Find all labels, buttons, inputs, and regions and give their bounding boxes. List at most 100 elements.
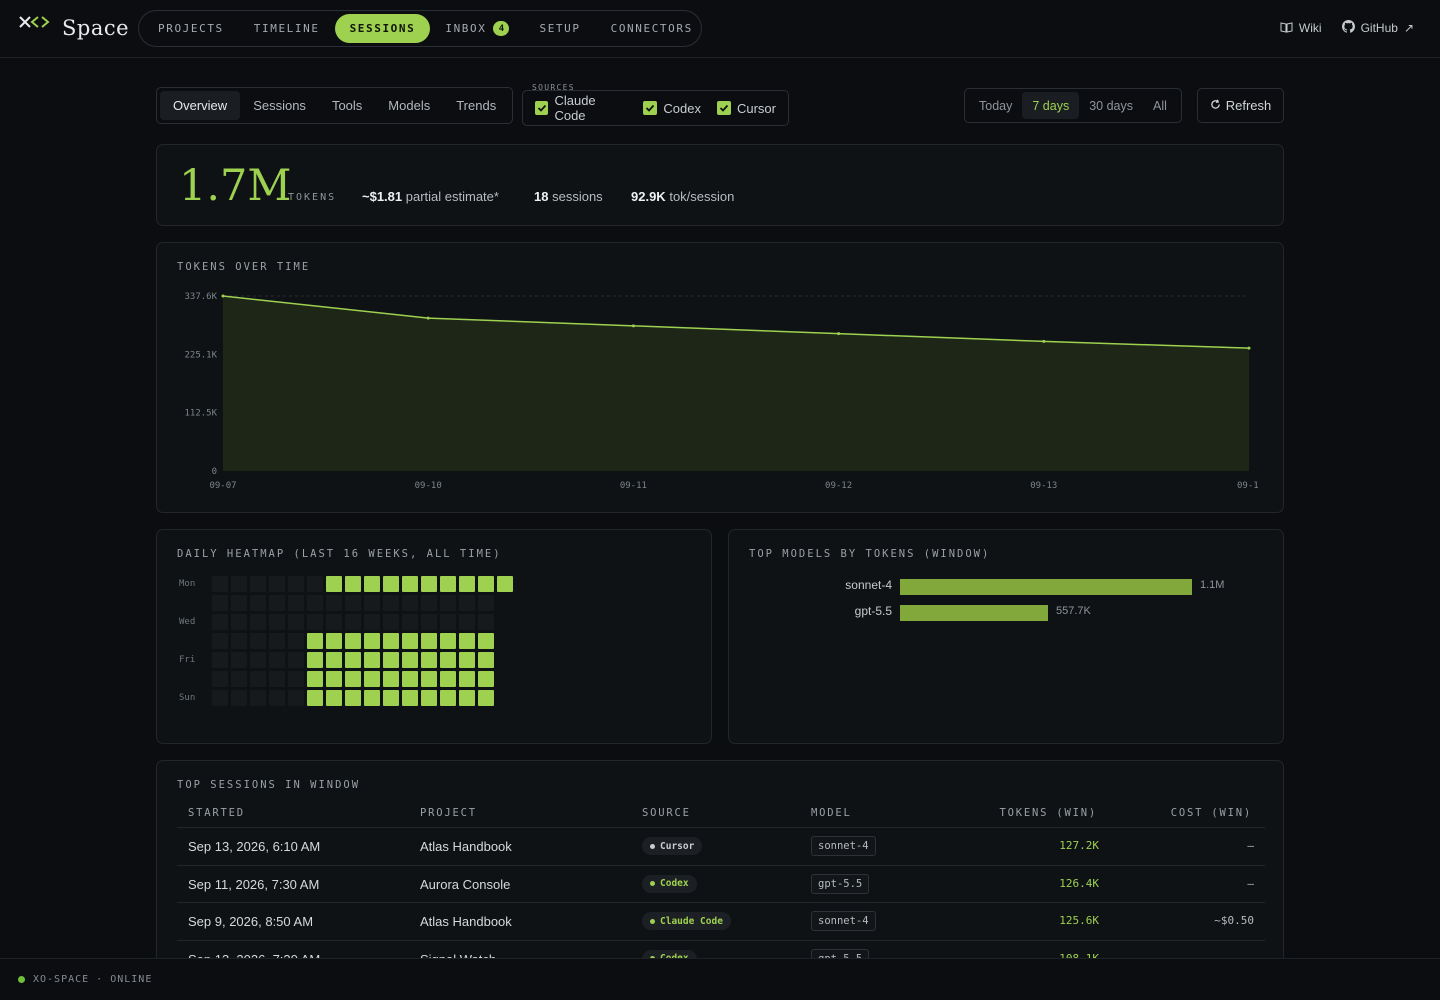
table-row[interactable]: Sep 13, 2026, 6:10 AM Atlas Handbook Curso… <box>177 827 1265 865</box>
heatmap-cell[interactable] <box>440 614 456 630</box>
heatmap-cell[interactable] <box>364 576 380 592</box>
nav-inbox[interactable]: INBOX 4 <box>430 14 524 43</box>
heatmap-cell[interactable] <box>231 595 247 611</box>
nav-projects[interactable]: PROJECTS <box>143 14 239 43</box>
tab-tools[interactable]: Tools <box>331 98 363 113</box>
heatmap-cell[interactable] <box>440 652 456 668</box>
heatmap-cell[interactable] <box>364 633 380 649</box>
heatmap-cell[interactable] <box>288 633 304 649</box>
model-bar-row[interactable]: gpt-5.5 557.7K <box>729 604 1285 621</box>
heatmap-cell[interactable] <box>269 595 285 611</box>
source-cursor-checkbox[interactable]: Cursor <box>716 101 776 116</box>
source-claude-code-checkbox[interactable]: Claude Code <box>535 93 627 123</box>
heatmap-cell[interactable] <box>421 614 437 630</box>
heatmap-cell[interactable] <box>459 690 475 706</box>
heatmap-cell[interactable] <box>345 576 361 592</box>
heatmap-cell[interactable] <box>459 614 475 630</box>
heatmap-cell[interactable] <box>383 652 399 668</box>
heatmap-cell[interactable] <box>364 652 380 668</box>
heatmap-cell[interactable] <box>478 690 494 706</box>
heatmap-cell[interactable] <box>231 671 247 687</box>
heatmap-cell[interactable] <box>402 671 418 687</box>
heatmap-cell[interactable] <box>440 633 456 649</box>
heatmap-cell[interactable] <box>326 576 342 592</box>
heatmap-cell[interactable] <box>402 633 418 649</box>
heatmap-cell[interactable] <box>402 614 418 630</box>
heatmap-cell[interactable] <box>307 690 323 706</box>
heatmap-cell[interactable] <box>478 576 494 592</box>
heatmap-cell[interactable] <box>383 690 399 706</box>
heatmap-cell[interactable] <box>212 652 228 668</box>
heatmap-cell[interactable] <box>250 576 266 592</box>
heatmap-cell[interactable] <box>307 614 323 630</box>
column-source[interactable]: SOURCE <box>642 807 691 819</box>
heatmap-cell[interactable] <box>478 595 494 611</box>
heatmap-cell[interactable] <box>231 576 247 592</box>
heatmap-cell[interactable] <box>326 671 342 687</box>
heatmap-cell[interactable] <box>326 595 342 611</box>
heatmap-cell[interactable] <box>288 671 304 687</box>
heatmap-cell[interactable] <box>269 614 285 630</box>
heatmap-cell[interactable] <box>478 633 494 649</box>
heatmap-cell[interactable] <box>326 652 342 668</box>
heatmap-cell[interactable] <box>459 671 475 687</box>
heatmap-cell[interactable] <box>345 671 361 687</box>
range-all[interactable]: All <box>1152 98 1167 113</box>
heatmap-cell[interactable] <box>288 595 304 611</box>
heatmap-cell[interactable] <box>345 633 361 649</box>
heatmap-cell[interactable] <box>326 614 342 630</box>
range-today[interactable]: Today <box>979 98 1013 113</box>
heatmap-cell[interactable] <box>364 690 380 706</box>
wiki-link[interactable]: Wiki <box>1280 20 1322 36</box>
source-codex-checkbox[interactable]: Codex <box>643 101 701 116</box>
heatmap-cell[interactable] <box>459 652 475 668</box>
heatmap-cell[interactable] <box>212 690 228 706</box>
refresh-button[interactable]: Refresh <box>1197 88 1284 123</box>
heatmap-cell[interactable] <box>250 633 266 649</box>
heatmap-cell[interactable] <box>212 671 228 687</box>
heatmap-cell[interactable] <box>269 690 285 706</box>
tab-overview[interactable]: Overview <box>160 91 241 120</box>
heatmap-cell[interactable] <box>383 595 399 611</box>
heatmap-cell[interactable] <box>212 633 228 649</box>
heatmap-cell[interactable] <box>326 690 342 706</box>
table-row[interactable]: Sep 9, 2026, 8:50 AM Atlas Handbook Claude… <box>177 902 1265 940</box>
heatmap-cell[interactable] <box>402 595 418 611</box>
heatmap-cell[interactable] <box>421 576 437 592</box>
nav-timeline[interactable]: TIMELINE <box>239 14 335 43</box>
brand[interactable]: Space <box>18 14 129 41</box>
heatmap-cell[interactable] <box>383 671 399 687</box>
heatmap-cell[interactable] <box>307 576 323 592</box>
heatmap-cell[interactable] <box>212 595 228 611</box>
column-model[interactable]: MODEL <box>811 807 852 819</box>
heatmap-cell[interactable] <box>269 671 285 687</box>
tab-trends[interactable]: Trends <box>456 98 497 113</box>
heatmap-cell[interactable] <box>231 652 247 668</box>
heatmap-cell[interactable] <box>421 633 437 649</box>
heatmap-cell[interactable] <box>421 595 437 611</box>
heatmap-cell[interactable] <box>345 614 361 630</box>
heatmap-cell[interactable] <box>478 671 494 687</box>
heatmap-cell[interactable] <box>440 595 456 611</box>
heatmap-cell[interactable] <box>402 690 418 706</box>
model-bar-row[interactable]: sonnet-4 1.1M <box>729 578 1285 595</box>
heatmap-cell[interactable] <box>288 614 304 630</box>
heatmap-cell[interactable] <box>212 576 228 592</box>
nav-connectors[interactable]: CONNECTORS <box>596 14 708 43</box>
heatmap-cell[interactable] <box>421 652 437 668</box>
heatmap-cell[interactable] <box>307 652 323 668</box>
heatmap-cell[interactable] <box>250 614 266 630</box>
heatmap-cell[interactable] <box>421 671 437 687</box>
github-link[interactable]: GitHub ↗ <box>1341 20 1414 36</box>
heatmap-cell[interactable] <box>383 576 399 592</box>
heatmap-cell[interactable] <box>307 633 323 649</box>
heatmap-cell[interactable] <box>231 614 247 630</box>
range-7-days[interactable]: 7 days <box>1022 92 1080 119</box>
heatmap-cell[interactable] <box>364 614 380 630</box>
column-cost[interactable]: COST (WIN) <box>1170 807 1252 819</box>
range-30-days[interactable]: 30 days <box>1089 98 1133 113</box>
tab-sessions[interactable]: Sessions <box>253 98 306 113</box>
heatmap-cell[interactable] <box>231 633 247 649</box>
heatmap-cell[interactable] <box>478 652 494 668</box>
heatmap-cell[interactable] <box>421 690 437 706</box>
